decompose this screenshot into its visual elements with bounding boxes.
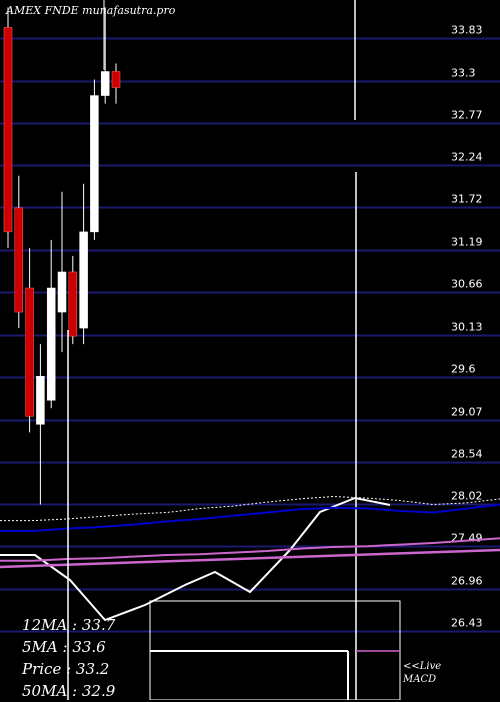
candle-body xyxy=(90,95,99,233)
candle-body xyxy=(25,287,34,417)
y-tick-label: 33.3 xyxy=(451,67,476,80)
candle-body xyxy=(36,375,45,425)
y-tick-label: 28.54 xyxy=(451,448,483,461)
stat-5ma: 5MA : 33.6 xyxy=(22,638,106,656)
y-tick-label: 31.72 xyxy=(451,193,483,206)
candle-body xyxy=(79,231,88,329)
y-tick-label: 28.02 xyxy=(451,490,483,503)
candle-body xyxy=(57,271,67,313)
y-tick-label: 33.83 xyxy=(451,24,483,37)
stat-50ma: 50MA : 32.9 xyxy=(22,682,116,700)
candle-body xyxy=(111,71,121,88)
ma-line-magenta xyxy=(0,537,500,562)
y-tick-label: 30.66 xyxy=(451,278,483,291)
y-tick-label: 30.13 xyxy=(451,321,483,334)
chart-title: AMEX FNDE munafasutra.pro xyxy=(6,4,176,17)
y-tick-label: 32.24 xyxy=(451,151,483,164)
stat-price: Price : 33.2 xyxy=(22,660,110,678)
y-tick-label: 26.43 xyxy=(451,617,483,630)
y-tick-label: 31.19 xyxy=(451,236,483,249)
macd-live-line2: MACD xyxy=(403,674,437,685)
candlesticks xyxy=(3,0,121,700)
stat-12ma: 12MA : 33.7 xyxy=(22,616,116,634)
y-tick-label: 29.6 xyxy=(451,363,476,376)
y-tick-label: 27.49 xyxy=(451,532,483,545)
y-tick-label: 29.07 xyxy=(451,406,483,419)
macd-zero-line xyxy=(0,548,500,569)
moving-averages xyxy=(0,495,500,562)
candle-body xyxy=(3,27,13,233)
indicator-stats: 12MA : 33.7 5MA : 33.6 Price : 33.2 50MA… xyxy=(22,614,115,702)
macd-live-label: <<Live MACD xyxy=(403,660,441,686)
candle-body xyxy=(14,207,24,313)
candle-body xyxy=(46,287,56,401)
macd-live-line1: <<Live xyxy=(403,661,442,672)
candle-body xyxy=(100,71,110,96)
candle-body xyxy=(68,271,78,337)
y-axis-ticks: 33.83 33.3 32.77 32.24 31.72 31.19 30.66 30.13 2… xyxy=(451,24,483,630)
macd-histogram-line xyxy=(0,496,391,622)
y-tick-label: 26.96 xyxy=(451,575,483,588)
y-tick-label: 32.77 xyxy=(451,109,483,122)
ma-line-blue xyxy=(0,503,500,532)
ma-line-white xyxy=(0,495,500,522)
